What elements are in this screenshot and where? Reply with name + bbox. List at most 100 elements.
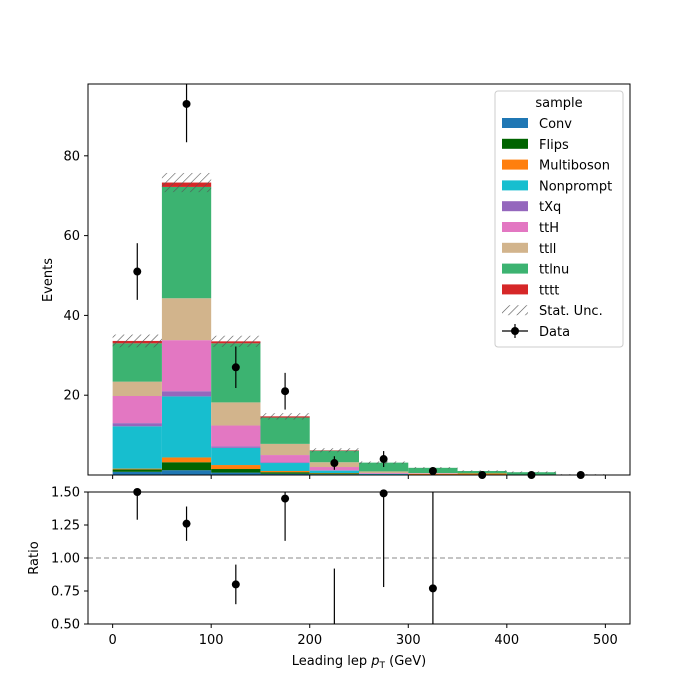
legend-swatch-ttlnu bbox=[502, 263, 528, 274]
data-point-6 bbox=[428, 467, 437, 476]
data-point-4 bbox=[330, 459, 339, 468]
ratio-point-5 bbox=[379, 489, 388, 498]
bar-nonprompt-bin-5 bbox=[359, 473, 409, 475]
legend: sample Conv Flips Multiboson Nonprompt tXq tt… bbox=[494, 90, 624, 348]
bar-txq-bin-2 bbox=[211, 446, 261, 448]
legend-title: sample bbox=[535, 96, 582, 111]
bar-nonprompt-bin-4 bbox=[309, 470, 359, 474]
legend-swatch-nonprompt bbox=[502, 180, 528, 191]
ratio-xtick-label-1: 100 bbox=[199, 633, 224, 648]
bar-nonprompt-bin-2 bbox=[211, 447, 261, 466]
main-plot-panel: 20 40 60 80 Events sample Conv Flips Multibos… bbox=[41, 83, 631, 479]
legend-swatch-tth bbox=[502, 222, 528, 232]
legend-swatch-multiboson bbox=[502, 159, 528, 170]
data-point-3 bbox=[281, 387, 290, 396]
ratio-point-1 bbox=[182, 519, 191, 528]
x-axis-label: Leading lep pT (GeV) bbox=[292, 654, 426, 671]
bar-ttll-bin-1 bbox=[161, 298, 212, 341]
main-ytick-label-3: 80 bbox=[63, 149, 80, 164]
ratio-ytick-label-2: 1.00 bbox=[51, 552, 80, 567]
bar-multiboson-bin-2 bbox=[211, 465, 261, 470]
main-y-axis: 20 40 60 80 bbox=[63, 149, 88, 404]
main-ytick-label-1: 40 bbox=[63, 309, 80, 324]
main-x-axis bbox=[112, 475, 606, 479]
legend-label-data: Data bbox=[539, 325, 570, 340]
ratio-ytick-label-0: 0.50 bbox=[51, 618, 80, 633]
legend-label-conv: Conv bbox=[539, 117, 572, 132]
ratio-ytick-label-3: 1.25 bbox=[51, 519, 80, 534]
bar-multiboson-bin-1 bbox=[161, 457, 212, 463]
bar-ttll-bin-2 bbox=[211, 402, 261, 426]
x-axis-label-variable: p bbox=[370, 654, 379, 669]
ratio-xtick-label-2: 200 bbox=[297, 633, 322, 648]
ratio-xtick-label-5: 500 bbox=[593, 633, 618, 648]
legend-swatch-flips bbox=[502, 138, 528, 149]
legend-label-ttll: ttll bbox=[539, 242, 556, 257]
bar-txq-bin-1 bbox=[161, 391, 212, 397]
ratio-y-axis-label: Ratio bbox=[27, 541, 42, 574]
ratio-point-3 bbox=[281, 494, 290, 503]
ratio-xtick-label-0: 0 bbox=[108, 633, 116, 648]
data-point-2 bbox=[231, 363, 240, 372]
ratio-y-axis: 0.50 0.75 1.00 1.25 1.50 bbox=[51, 486, 88, 633]
data-point-0 bbox=[133, 267, 142, 276]
ratio-ytick-label-1: 0.75 bbox=[51, 585, 80, 600]
bar-tth-bin-3 bbox=[260, 455, 310, 463]
bar-ttlnu-bin-0 bbox=[112, 343, 162, 382]
bar-flips-bin-3 bbox=[260, 472, 310, 474]
bar-ttll-bin-0 bbox=[112, 381, 162, 397]
stat-unc-band-bin-3 bbox=[260, 413, 310, 420]
x-axis-label-subscript: T bbox=[378, 661, 385, 671]
legend-label-nonprompt: Nonprompt bbox=[539, 179, 612, 194]
data-points bbox=[133, 84, 585, 479]
data-point-5 bbox=[379, 455, 388, 464]
bar-ttlnu-bin-1 bbox=[161, 186, 212, 299]
ratio-points bbox=[133, 488, 437, 624]
ratio-point-6 bbox=[428, 584, 437, 593]
legend-box bbox=[494, 90, 624, 348]
bar-tth-bin-1 bbox=[161, 340, 212, 392]
bar-txq-bin-0 bbox=[112, 423, 162, 427]
bar-tth-bin-2 bbox=[211, 425, 261, 447]
ratio-point-2 bbox=[231, 580, 240, 589]
bar-multiboson-bin-0 bbox=[112, 468, 162, 470]
legend-data-marker bbox=[511, 327, 519, 335]
stat-unc-band-bin-4 bbox=[309, 448, 359, 453]
main-plot-frame bbox=[87, 83, 631, 476]
bar-conv-bin-1 bbox=[161, 470, 212, 475]
bar-txq-bin-3 bbox=[260, 462, 310, 464]
bar-tth-bin-5 bbox=[359, 473, 409, 474]
ratio-xtick-label-4: 400 bbox=[494, 633, 519, 648]
bar-tth-bin-0 bbox=[112, 396, 162, 424]
legend-label-flips: Flips bbox=[539, 138, 569, 153]
legend-label-stat-unc: Stat. Unc. bbox=[539, 304, 603, 319]
legend-swatch-tttt bbox=[502, 284, 528, 295]
main-ytick-label-2: 60 bbox=[63, 229, 80, 244]
data-point-1 bbox=[182, 99, 191, 108]
stat-unc-band-bin-0 bbox=[112, 334, 162, 348]
ratio-x-axis: 0 100 200 300 400 500 bbox=[108, 624, 618, 648]
bar-ttll-bin-3 bbox=[260, 443, 310, 456]
legend-label-ttlnu: ttlnu bbox=[539, 263, 569, 278]
bar-nonprompt-bin-3 bbox=[260, 463, 310, 472]
legend-label-tth: ttH bbox=[539, 221, 559, 236]
bar-conv-bin-2 bbox=[211, 472, 261, 475]
bar-flips-bin-1 bbox=[161, 462, 212, 471]
legend-label-multiboson: Multiboson bbox=[539, 159, 610, 174]
main-y-axis-label: Events bbox=[41, 258, 56, 302]
bar-multiboson-bin-3 bbox=[260, 471, 310, 473]
legend-swatch-txq bbox=[502, 201, 528, 212]
stat-unc-band-bin-1 bbox=[161, 172, 212, 193]
bar-flips-bin-4 bbox=[309, 473, 359, 475]
bar-flips-bin-2 bbox=[211, 469, 261, 473]
x-axis-label-prefix: Leading lep bbox=[292, 654, 371, 669]
legend-label-txq: tXq bbox=[539, 200, 561, 215]
main-ytick-label-0: 20 bbox=[63, 389, 80, 404]
stat-unc-band-bin-2 bbox=[211, 335, 261, 347]
ratio-plot-panel: 0.50 0.75 1.00 1.25 1.50 0 100 200 300 400 500 Ra… bbox=[27, 486, 631, 671]
bar-flips-bin-0 bbox=[112, 469, 162, 472]
legend-swatch-ttll bbox=[502, 242, 528, 253]
bar-conv-bin-0 bbox=[112, 471, 162, 475]
bar-ttll-bin-5 bbox=[359, 471, 409, 474]
